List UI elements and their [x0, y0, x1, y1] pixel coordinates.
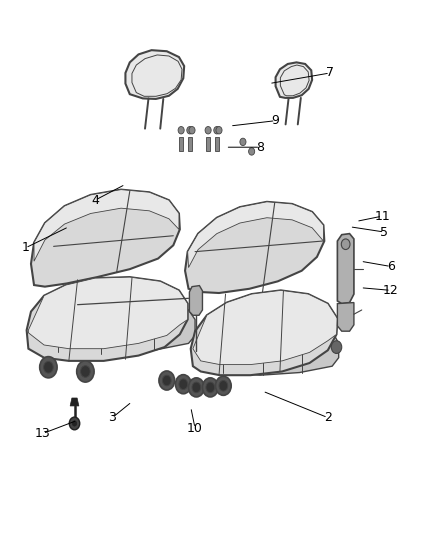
Circle shape — [249, 148, 254, 155]
Polygon shape — [70, 398, 79, 406]
Polygon shape — [215, 136, 219, 151]
Polygon shape — [199, 322, 339, 375]
Circle shape — [159, 371, 175, 390]
Circle shape — [188, 378, 204, 397]
Polygon shape — [189, 286, 202, 316]
Polygon shape — [337, 233, 354, 304]
Polygon shape — [34, 303, 195, 354]
Text: 5: 5 — [380, 225, 389, 239]
Polygon shape — [193, 290, 337, 365]
Circle shape — [77, 361, 94, 382]
Circle shape — [81, 366, 90, 377]
Circle shape — [202, 378, 218, 397]
Circle shape — [192, 382, 201, 393]
Text: 13: 13 — [35, 427, 51, 440]
Text: 10: 10 — [187, 422, 203, 435]
Circle shape — [162, 375, 171, 386]
Circle shape — [178, 126, 184, 134]
Polygon shape — [185, 202, 324, 293]
Polygon shape — [187, 136, 192, 151]
Polygon shape — [276, 62, 312, 98]
Text: 6: 6 — [387, 260, 395, 273]
Polygon shape — [179, 136, 184, 151]
Circle shape — [331, 341, 342, 353]
Polygon shape — [206, 136, 210, 151]
Circle shape — [40, 357, 57, 378]
Polygon shape — [191, 290, 337, 375]
Circle shape — [69, 417, 80, 430]
Text: 12: 12 — [383, 284, 399, 297]
Text: 1: 1 — [21, 241, 29, 254]
Polygon shape — [31, 190, 180, 287]
Text: 4: 4 — [91, 193, 99, 207]
Text: 11: 11 — [374, 209, 390, 223]
Polygon shape — [187, 202, 323, 268]
Text: 2: 2 — [324, 411, 332, 424]
Circle shape — [44, 361, 53, 373]
Circle shape — [206, 382, 215, 393]
Text: 8: 8 — [256, 141, 265, 154]
Circle shape — [187, 126, 193, 134]
Circle shape — [216, 126, 222, 134]
Text: 3: 3 — [109, 411, 117, 424]
Circle shape — [72, 421, 77, 426]
Polygon shape — [132, 55, 182, 96]
Circle shape — [205, 126, 211, 134]
Polygon shape — [125, 50, 184, 99]
Polygon shape — [280, 65, 309, 96]
Polygon shape — [28, 277, 187, 349]
Circle shape — [214, 126, 220, 134]
Circle shape — [219, 381, 228, 391]
Polygon shape — [34, 190, 179, 261]
Circle shape — [176, 375, 191, 394]
Circle shape — [215, 376, 231, 395]
Circle shape — [240, 138, 246, 146]
Circle shape — [179, 379, 187, 390]
Polygon shape — [27, 277, 187, 361]
Text: 7: 7 — [326, 67, 334, 79]
Circle shape — [189, 126, 195, 134]
Polygon shape — [337, 303, 354, 331]
Circle shape — [341, 239, 350, 249]
Text: 9: 9 — [272, 114, 279, 127]
